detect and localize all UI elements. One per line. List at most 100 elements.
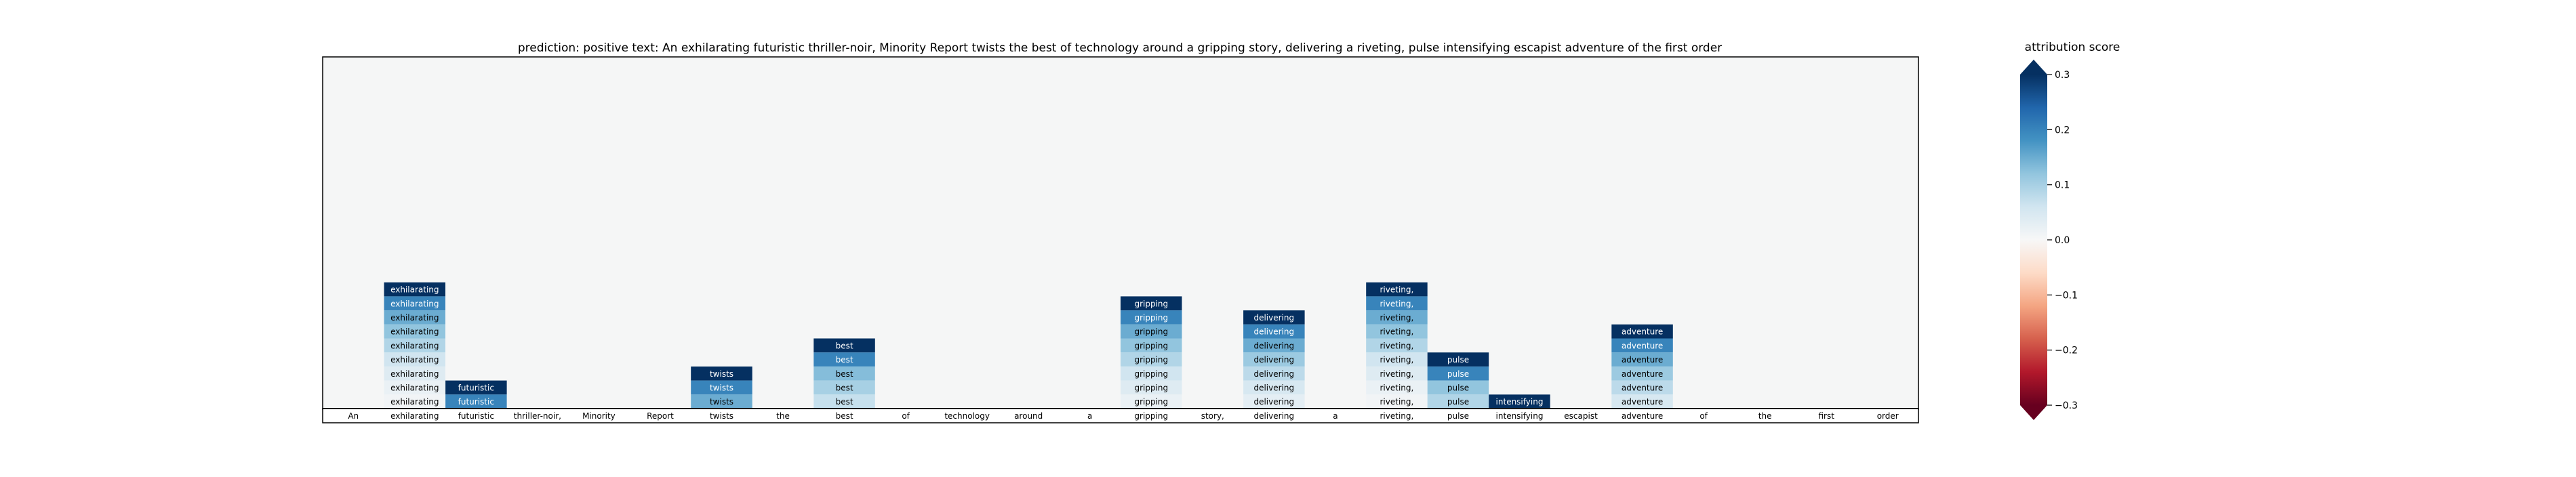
- attribution-cell: [1366, 282, 1428, 297]
- attribution-cell: [1121, 324, 1182, 339]
- cell-label: best: [836, 397, 853, 407]
- attribution-cell: [1366, 338, 1428, 353]
- cell-label: adventure: [1622, 369, 1663, 379]
- cell-label: riveting,: [1380, 397, 1413, 407]
- cell-label: gripping: [1134, 313, 1168, 323]
- attribution-cell: [1366, 310, 1428, 325]
- token-label: order: [1877, 411, 1899, 421]
- cell-label: exhilarating: [390, 327, 439, 337]
- cell-label: pulse: [1447, 383, 1469, 393]
- cell-label: gripping: [1134, 327, 1168, 337]
- token-label: gripping: [1134, 411, 1168, 421]
- cell-label: twists: [710, 397, 733, 407]
- cell-label: adventure: [1622, 327, 1663, 337]
- attribution-cell: [384, 296, 445, 311]
- token-label: of: [902, 411, 910, 421]
- cell-label: exhilarating: [390, 383, 439, 393]
- cell-label: adventure: [1622, 383, 1663, 393]
- attribution-cell: [1243, 380, 1305, 395]
- attribution-cell: [1121, 296, 1182, 311]
- attribution-cell: [384, 324, 445, 339]
- attribution-cell: [1427, 352, 1489, 367]
- token-label: the: [1758, 411, 1772, 421]
- attribution-cell: [813, 366, 875, 381]
- attribution-cell: [813, 338, 875, 353]
- colorbar-tick-label: 0.2: [2055, 125, 2070, 136]
- attribution-cell: [1611, 324, 1673, 339]
- cell-label: exhilarating: [390, 397, 439, 407]
- attribution-cell: [1611, 394, 1673, 409]
- attribution-cell: [384, 310, 445, 325]
- cell-label: riveting,: [1380, 327, 1413, 337]
- token-label: a: [1333, 411, 1337, 421]
- cell-label: gripping: [1134, 397, 1168, 407]
- colorbar-tick-label: −0.2: [2055, 346, 2078, 356]
- token-label: delivering: [1254, 411, 1295, 421]
- token-label: the: [776, 411, 790, 421]
- colorbar-tick-label: 0.0: [2055, 235, 2070, 246]
- token-label: escapist: [1564, 411, 1598, 421]
- cell-label: riveting,: [1380, 369, 1413, 379]
- cell-label: gripping: [1134, 341, 1168, 350]
- colorbar-ticks: 0.3 0.2 0.1 0.0 −0.1 −0.2 −0.3: [2047, 70, 2078, 411]
- cell-label: exhilarating: [390, 299, 439, 308]
- attribution-cell: [1427, 366, 1489, 381]
- attribution-cell: [445, 380, 507, 395]
- attribution-cell: [691, 394, 752, 409]
- cell-label: riveting,: [1380, 285, 1413, 295]
- attribution-cell: [1366, 380, 1428, 395]
- cell-label: pulse: [1447, 355, 1469, 365]
- cell-label: gripping: [1134, 355, 1168, 365]
- attribution-cell: [1243, 324, 1305, 339]
- attribution-cell: [813, 352, 875, 367]
- cell-label: delivering: [1253, 313, 1294, 323]
- token-label: around: [1014, 411, 1043, 421]
- attribution-cell: [1121, 338, 1182, 353]
- cell-label: exhilarating: [390, 285, 439, 295]
- attribution-cell: [1611, 380, 1673, 395]
- cell-label: gripping: [1134, 383, 1168, 393]
- token-label: twists: [710, 411, 733, 421]
- attribution-cell: [1243, 352, 1305, 367]
- attribution-cell: [1366, 394, 1428, 409]
- cell-label: best: [836, 383, 853, 393]
- cell-label: riveting,: [1380, 355, 1413, 365]
- cell-label: pulse: [1447, 369, 1469, 379]
- cell-label: riveting,: [1380, 313, 1413, 323]
- token-label: Report: [647, 411, 674, 421]
- cell-label: riveting,: [1380, 299, 1413, 308]
- chart-title: prediction: positive text: An exhilarati…: [518, 41, 1722, 55]
- cell-label: intensifying: [1496, 397, 1544, 407]
- attribution-cell: [1611, 352, 1673, 367]
- cell-label: adventure: [1622, 341, 1663, 350]
- colorbar-bottom-arrow: [2020, 405, 2047, 420]
- attribution-cell: [384, 282, 445, 297]
- attribution-cell: [813, 394, 875, 409]
- token-label: An: [348, 411, 359, 421]
- attribution-cell: [384, 352, 445, 367]
- cell-label: delivering: [1253, 397, 1294, 407]
- token-label: intensifying: [1496, 411, 1544, 421]
- attribution-cell: [1121, 380, 1182, 395]
- token-label: riveting,: [1380, 411, 1414, 421]
- cell-label: best: [836, 369, 853, 379]
- cell-label: delivering: [1253, 327, 1294, 337]
- attribution-cell: [813, 380, 875, 395]
- attribution-cell: [1121, 310, 1182, 325]
- attribution-cell: [1366, 352, 1428, 367]
- attribution-cell: [384, 394, 445, 409]
- cell-label: delivering: [1253, 369, 1294, 379]
- attribution-cell: [384, 380, 445, 395]
- attribution-cell: [1243, 394, 1305, 409]
- colorbar-top-arrow: [2020, 60, 2047, 75]
- cell-label: exhilarating: [390, 313, 439, 323]
- attribution-cell: [1366, 296, 1428, 311]
- cell-label: adventure: [1622, 355, 1663, 365]
- attribution-cell: [1427, 394, 1489, 409]
- attribution-cells: exhilarating exhilarating exhilarating exhi…: [384, 282, 1673, 409]
- cell-label: best: [836, 355, 853, 365]
- cell-label: exhilarating: [390, 341, 439, 350]
- cell-label: exhilarating: [390, 355, 439, 365]
